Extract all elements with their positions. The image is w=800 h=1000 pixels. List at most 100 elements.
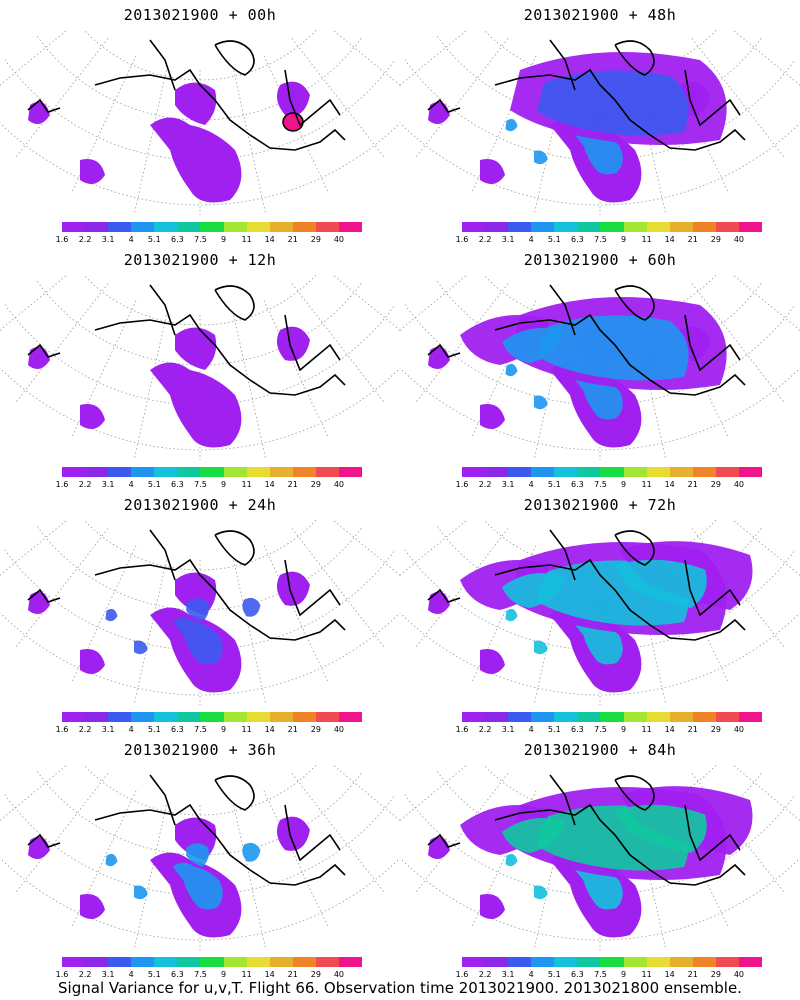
color-swatch	[62, 957, 86, 967]
color-scale-bar	[462, 712, 763, 722]
forecast-panel: 2013021900 + 48h 1.6 2.2 3.1 4 5.1 6.3 7.5 9 11 14…	[400, 0, 800, 245]
tick-label: 5.1	[147, 235, 161, 244]
polar-map	[0, 30, 400, 215]
color-swatch	[738, 467, 763, 477]
color-swatch	[269, 957, 293, 967]
color-swatch	[738, 222, 763, 232]
color-swatch	[269, 222, 293, 232]
color-swatch	[577, 222, 601, 232]
variance-field	[428, 297, 727, 448]
tick-label: 1.6	[455, 480, 469, 489]
tick-label: 40	[733, 725, 745, 734]
tick-label: 1.6	[455, 725, 469, 734]
color-swatch	[315, 957, 339, 967]
color-swatch	[154, 957, 178, 967]
color-swatch	[131, 467, 155, 477]
tick-label: 21	[687, 235, 698, 244]
color-swatch	[292, 712, 316, 722]
tick-label: 9	[620, 970, 627, 979]
polar-map	[400, 275, 800, 460]
tick-label: 11	[241, 235, 252, 244]
color-swatch	[223, 712, 247, 722]
tick-label: 1.6	[55, 970, 69, 979]
color-swatch	[269, 467, 293, 477]
tick-label: 7.5	[594, 725, 607, 734]
panel-title: 2013021900 + 72h	[523, 496, 677, 514]
color-swatch	[223, 957, 247, 967]
color-swatch	[246, 467, 270, 477]
tick-label: 2.2	[78, 480, 92, 489]
tick-label: 7.5	[594, 480, 607, 489]
tick-label: 40	[333, 480, 345, 489]
tick-label: 3.1	[101, 480, 115, 489]
color-swatch	[338, 222, 363, 232]
tick-label: 2.2	[78, 235, 92, 244]
color-scale-ticks: 1.6 2.2 3.1 4 5.1 6.3 7.5 9 11 14 21 29 40	[456, 970, 762, 980]
tick-label: 7.5	[594, 970, 607, 979]
color-swatch	[85, 957, 109, 967]
color-swatch	[462, 467, 486, 477]
color-swatch	[692, 222, 716, 232]
tick-label: 21	[287, 480, 298, 489]
color-swatch	[108, 957, 132, 967]
tick-label: 21	[687, 970, 698, 979]
tick-label: 14	[664, 235, 675, 244]
color-swatch	[715, 712, 739, 722]
color-swatch	[646, 957, 670, 967]
color-swatch	[531, 957, 555, 967]
color-swatch	[85, 712, 109, 722]
color-swatch	[292, 222, 316, 232]
panel-title: 2013021900 + 60h	[523, 251, 677, 269]
color-swatch	[177, 467, 201, 477]
color-swatch	[177, 957, 201, 967]
tick-label: 5.1	[547, 725, 561, 734]
color-swatch	[200, 467, 224, 477]
variance-field	[428, 52, 727, 203]
color-scale-bar	[462, 222, 763, 232]
color-swatch	[692, 712, 716, 722]
color-swatch	[715, 957, 739, 967]
tick-label: 9	[620, 235, 627, 244]
color-swatch	[554, 222, 578, 232]
tick-label: 14	[264, 970, 275, 979]
tick-label: 11	[641, 235, 652, 244]
color-swatch	[154, 712, 178, 722]
color-swatch	[131, 712, 155, 722]
color-swatch	[462, 712, 486, 722]
tick-label: 4	[128, 235, 134, 244]
color-swatch	[108, 222, 132, 232]
tick-label: 14	[664, 725, 675, 734]
tick-label: 7.5	[194, 725, 207, 734]
color-swatch	[715, 467, 739, 477]
tick-label: 4	[128, 725, 134, 734]
forecast-panel: 2013021900 + 60h 1.6 2.2 3.1 4 5.1 6.3 7.5 9 11 14…	[400, 245, 800, 490]
color-scale-bar	[462, 467, 763, 477]
color-swatch	[462, 957, 486, 967]
tick-label: 3.1	[101, 970, 115, 979]
polar-map	[400, 765, 800, 950]
color-swatch	[646, 467, 670, 477]
panel-title: 2013021900 + 00h	[123, 6, 277, 24]
tick-label: 6.3	[171, 725, 184, 734]
color-swatch	[246, 957, 270, 967]
panel-title: 2013021900 + 84h	[523, 741, 677, 759]
tick-label: 5.1	[147, 480, 161, 489]
tick-label: 1.6	[455, 970, 469, 979]
panel-title: 2013021900 + 36h	[123, 741, 277, 759]
tick-label: 1.6	[55, 235, 69, 244]
tick-label: 21	[287, 725, 298, 734]
color-swatch	[85, 467, 109, 477]
tick-label: 40	[333, 725, 345, 734]
tick-label: 14	[664, 480, 675, 489]
color-swatch	[508, 712, 532, 722]
color-swatch	[223, 467, 247, 477]
polar-map	[400, 520, 800, 705]
tick-label: 40	[733, 970, 745, 979]
variance-field	[28, 571, 310, 693]
forecast-panel: 2013021900 + 36h 1.6 2.2 3.1 4 5.1 6.3 7.5 9 11 14…	[0, 735, 400, 980]
tick-label: 7.5	[194, 480, 207, 489]
tick-label: 9	[220, 235, 227, 244]
panel-title: 2013021900 + 24h	[123, 496, 277, 514]
color-swatch	[623, 467, 647, 477]
coastline	[427, 284, 746, 396]
